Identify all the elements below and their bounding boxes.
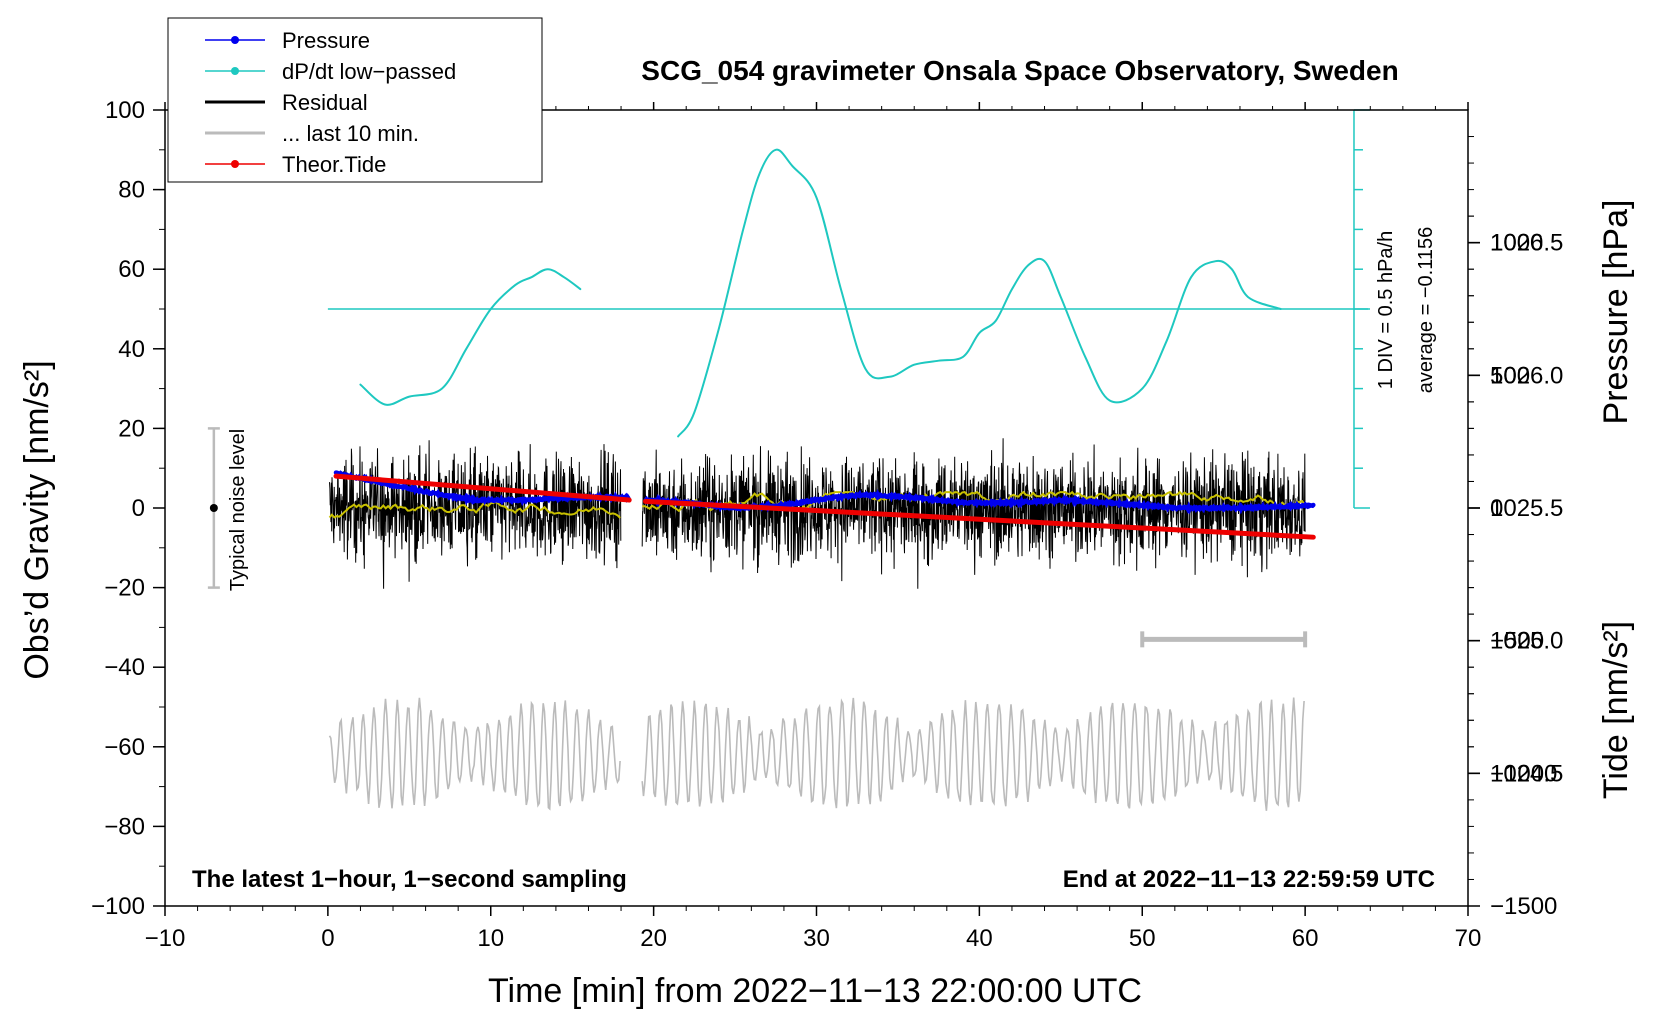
legend-box: [167, 17, 543, 183]
tide-tick-label: 0: [1490, 495, 1503, 522]
y-axis-title: Obs’d Gravity [nm/s²]: [18, 360, 56, 679]
y-tick-label: 20: [118, 415, 145, 442]
tide-tick-label: 1000: [1490, 230, 1543, 257]
noise-level-center-dot: [209, 504, 218, 512]
y-tick-label: 60: [118, 256, 145, 283]
dpdt-average-label: average = −0.1156: [1415, 227, 1437, 393]
legend-label: Residual: [282, 90, 368, 115]
residual-trace-segment: [329, 440, 622, 589]
residual-noise-layer: [328, 438, 1306, 811]
series-theor-tide-line: [642, 498, 1316, 540]
y-tick-label: 40: [118, 336, 145, 363]
x-axis-title: Time [min] from 2022−11−13 22:00:00 UTC: [488, 972, 1142, 1010]
series-layer: [207, 109, 1370, 648]
x-tick-label: 20: [640, 925, 667, 952]
x-tick-label: 50: [1129, 925, 1156, 952]
x-tick-label: 40: [966, 925, 993, 952]
y-tick-label: 100: [105, 97, 145, 124]
legend-items: Pressure dP/dt low−passed Residual ... last…: [205, 28, 456, 177]
legend-swatch-dot: [231, 160, 239, 168]
legend: Pressure dP/dt low−passed Residual ... last…: [167, 17, 543, 183]
legend-swatch-dot: [231, 67, 239, 75]
bottom-right-note: End at 2022−11−13 22:59:59 UTC: [1063, 866, 1435, 893]
axes-layer: −10 0 10 20 30 40 50 60 70−100−80−60−40−20020406…: [91, 97, 1563, 952]
x-tick-label: 10: [477, 925, 504, 952]
pressure-tick-label: 1026.5: [1490, 230, 1563, 257]
y-tick-label: −80: [104, 813, 145, 840]
tide-tick-label: −1000: [1490, 760, 1557, 787]
chart-title: SCG_054 gravimeter Onsala Space Observat…: [641, 55, 1398, 86]
pressure-tick-label: 1025.0: [1490, 628, 1563, 655]
y-tick-label: −60: [104, 734, 145, 761]
x-tick-label: 0: [321, 925, 334, 952]
data-layer: [207, 109, 1370, 811]
y-tick-label: −20: [104, 575, 145, 602]
pressure-tick-label: 1024.5: [1490, 760, 1563, 787]
pressure-axis-title: Pressure [hPa]: [1597, 200, 1635, 425]
residual-smoothed-segment: [328, 500, 621, 519]
residual-smoothed-segment: [642, 490, 1306, 513]
y-tick-label: −100: [91, 893, 145, 920]
pressure-tick-label: 1025.5: [1490, 495, 1563, 522]
noise-level-label: Typical noise level: [227, 429, 249, 591]
dpdt-scale-label: 1 DIV = 0.5 hPa/h: [1375, 231, 1397, 389]
x-tick-label: −10: [145, 925, 186, 952]
series-dp-dt-low-passed-line: [677, 148, 1282, 438]
y-tick-label: 80: [118, 177, 145, 204]
legend-label: dP/dt low−passed: [282, 59, 456, 84]
legend-swatch-dot: [231, 36, 239, 44]
tide-tick-label: −1500: [1490, 893, 1557, 920]
tide-tick-label: 500: [1490, 362, 1530, 389]
pressure-tick-label: 1026.0: [1490, 362, 1563, 389]
tide-tick-label: −500: [1490, 628, 1544, 655]
legend-label: ... last 10 min.: [282, 121, 419, 146]
tide-axis-title: Tide [nm/s²]: [1597, 621, 1635, 799]
last-10-min-trace-segment: [328, 697, 621, 811]
x-tick-label: 60: [1292, 925, 1319, 952]
last-10-min-trace-segment: [641, 697, 1305, 811]
x-tick-label: 30: [803, 925, 830, 952]
y-tick-label: −40: [104, 654, 145, 681]
series-dp-dt-low-passed-line: [359, 268, 582, 406]
bottom-left-note: The latest 1−hour, 1−second sampling: [192, 866, 627, 893]
residual-trace-segment: [641, 438, 1306, 589]
legend-label: Pressure: [282, 28, 370, 53]
series-theor-tide-line: [333, 473, 632, 503]
x-tick-label: 70: [1455, 925, 1482, 952]
y-tick-label: 0: [132, 495, 145, 522]
legend-label: Theor.Tide: [282, 152, 386, 177]
